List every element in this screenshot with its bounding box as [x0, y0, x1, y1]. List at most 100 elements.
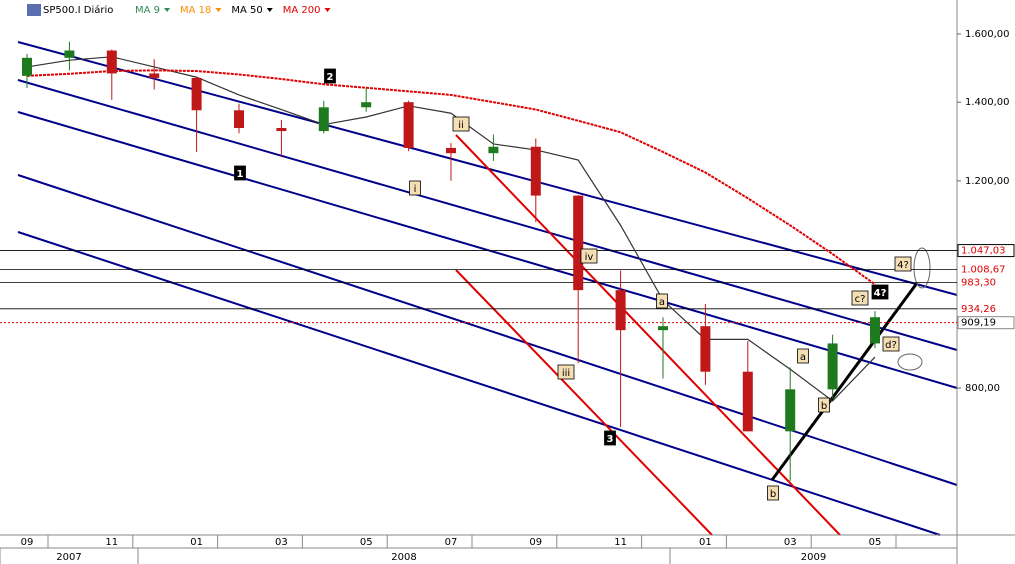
wave-label-box	[580, 248, 598, 264]
x-tick-label: 05	[360, 537, 373, 548]
level-label-box	[957, 276, 1015, 290]
last-price-label: 909,19	[961, 318, 996, 329]
ellipse	[913, 247, 931, 289]
wave-label: 1	[237, 169, 244, 180]
candle-body	[573, 195, 584, 291]
legend-entry[interactable]: MA 200	[283, 5, 321, 16]
x-tick-label: 11	[105, 537, 118, 548]
candle-body	[658, 326, 668, 331]
last-price-box	[957, 316, 1015, 330]
wave-label: c?	[855, 294, 866, 305]
red-trend-line	[455, 269, 713, 536]
legend-entry[interactable]: MA 18	[180, 5, 211, 16]
y-tick-label: 1.600,00	[965, 29, 1010, 40]
level-label: 934,26	[961, 304, 996, 315]
candle-body	[488, 146, 499, 154]
wave-label: d?	[885, 340, 897, 351]
level-label: 1.047,03	[961, 246, 1006, 257]
support-line	[770, 282, 919, 481]
legend-entry[interactable]: MA 50	[231, 5, 262, 16]
wave-label: b	[770, 489, 776, 500]
candle-body	[446, 147, 456, 154]
wave-label: ii	[458, 120, 464, 131]
candle-body	[870, 317, 880, 344]
y-tick-label: 1.400,00	[965, 97, 1010, 108]
wave-label-box	[818, 397, 830, 413]
channel-line	[17, 111, 958, 389]
x-tick-label: 03	[275, 537, 288, 548]
wave-label-box	[409, 180, 421, 196]
wave-label-box	[894, 256, 912, 272]
candle-body	[106, 50, 117, 74]
x-tick-label: 01	[190, 537, 203, 548]
legend-caret	[324, 8, 331, 12]
candle-body	[191, 77, 202, 111]
wave-label-box	[656, 293, 668, 309]
wave-label: 3	[607, 434, 614, 445]
wave-label-box	[871, 284, 889, 300]
wave-label-box	[324, 68, 336, 84]
candle-body	[276, 127, 287, 132]
channel-line	[17, 174, 958, 486]
candle-body	[22, 57, 32, 76]
level-label: 1.008,67	[961, 265, 1006, 276]
wave-label: a	[800, 352, 806, 363]
wave-label: iii	[562, 368, 570, 379]
candle-body	[700, 326, 711, 372]
candle-body	[827, 343, 838, 390]
candle-body	[234, 110, 244, 128]
symbol-icon	[27, 4, 41, 16]
candle-body	[742, 371, 753, 432]
year-label: 2007	[56, 552, 81, 563]
wave-label-box	[882, 336, 900, 352]
x-tick-label: 03	[784, 537, 797, 548]
symbol[interactable]: SP500.I Diário	[43, 4, 113, 16]
wave-label-box	[797, 348, 809, 364]
legend-entry[interactable]: MA 9	[135, 5, 160, 16]
candle-body	[403, 102, 414, 148]
level-label-box	[957, 302, 1015, 316]
ellipse	[897, 353, 923, 371]
candle-body	[149, 73, 160, 78]
x-tick-label: 07	[445, 537, 458, 548]
wave-label: 2	[327, 72, 334, 83]
wave-label: a	[659, 297, 665, 308]
level-label-box	[957, 244, 1015, 258]
x-tick-label: 05	[869, 537, 882, 548]
x-tick-label: 01	[699, 537, 712, 548]
level-label: 983,30	[961, 278, 996, 289]
ma-line	[26, 69, 876, 286]
year-label: 2008	[391, 552, 416, 563]
wave-label-box	[234, 165, 246, 181]
x-tick-label: 11	[614, 537, 627, 548]
legend-caret	[266, 8, 273, 12]
candle-body	[530, 146, 541, 196]
header: SP500.I Diário	[27, 4, 113, 16]
legend-caret	[215, 8, 222, 12]
candle-body	[785, 389, 796, 432]
wave-label: 4?	[897, 260, 909, 271]
x-tick-label: 09	[21, 537, 34, 548]
wave-label: i	[414, 184, 417, 195]
wave-label: iv	[585, 252, 594, 263]
candle-body	[361, 102, 372, 108]
wave-label-box	[557, 364, 575, 380]
legend-caret	[164, 8, 171, 12]
wave-label-box	[452, 116, 470, 132]
y-tick-label: 1.200,00	[965, 176, 1010, 187]
channel-line	[17, 79, 958, 351]
wave-label: b	[821, 401, 827, 412]
candle-body	[615, 290, 626, 331]
level-label-box	[957, 263, 1015, 277]
wave-label-box	[604, 430, 616, 446]
wave-label-box	[851, 290, 869, 306]
candle-body	[318, 107, 329, 132]
candle-body	[64, 50, 75, 58]
y-tick-label: 800,00	[965, 383, 1000, 394]
wave-label: 4?	[874, 288, 887, 299]
year-label: 2009	[801, 552, 826, 563]
x-tick-label: 09	[529, 537, 542, 548]
